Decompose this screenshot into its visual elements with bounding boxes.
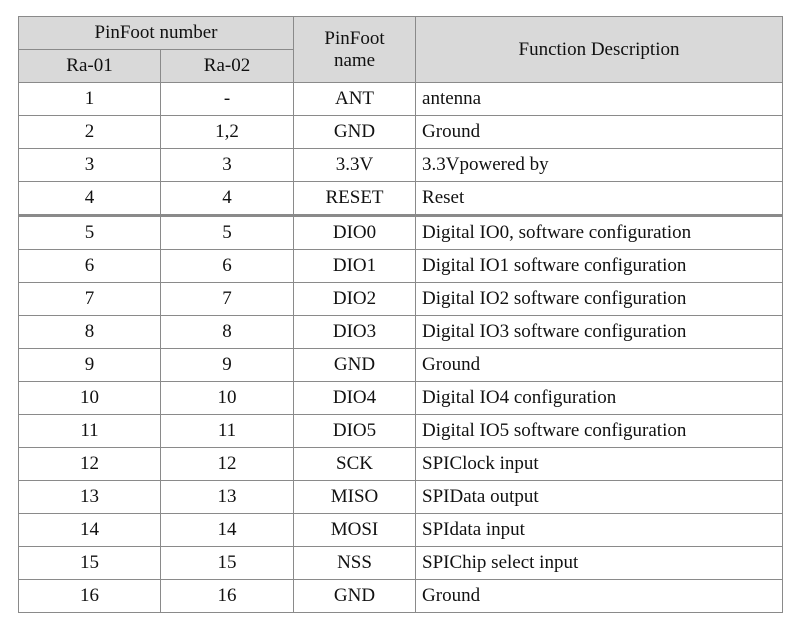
pin-name: MOSI xyxy=(293,513,417,547)
pin-name: RESET xyxy=(293,181,417,216)
function: Digital IO4 configuration xyxy=(415,381,784,415)
function: Digital IO2 software configuration xyxy=(415,282,784,316)
ra02-pin: 11 xyxy=(159,414,295,448)
table-row: 2 1,2 GND Ground xyxy=(18,115,784,149)
table-row: 15 15 NSS SPIChip select input xyxy=(18,546,784,580)
function: 3.3Vpowered by xyxy=(415,148,784,182)
table-row: 16 16 GND Ground xyxy=(18,579,784,613)
function: Digital IO5 software configuration xyxy=(415,414,784,448)
header-name: PinFoot name xyxy=(324,27,385,71)
table-row: 11 11 DIO5 Digital IO5 software configurati… xyxy=(18,414,784,448)
pin-table: PinFoot number PinFoot name Function Des… xyxy=(17,16,784,613)
table-row: 14 14 MOSI SPIdata input xyxy=(18,513,784,547)
ra02-pin: 14 xyxy=(159,513,295,547)
pin-name: NSS xyxy=(293,546,417,580)
pin-name: DIO3 xyxy=(293,315,417,349)
header-name-cell: PinFoot name xyxy=(293,16,417,83)
table-row: 10 10 DIO4 Digital IO4 configuration xyxy=(18,381,784,415)
ra02-pin: 5 xyxy=(159,214,295,250)
function: Digital IO3 software configuration xyxy=(415,315,784,349)
pin-name: DIO2 xyxy=(293,282,417,316)
ra02-pin: 4 xyxy=(159,181,295,216)
ra01-pin: 12 xyxy=(18,447,161,481)
table-row: 1- ANT antenna xyxy=(18,82,784,116)
ra02-pin: 13 xyxy=(159,480,295,514)
table-body: 1- ANT antenna 2 1,2 GND Ground 3 3 3.3V 3.3Vpower… xyxy=(18,82,784,613)
header-function: Function Description xyxy=(415,16,784,83)
function: antenna xyxy=(415,82,784,116)
pin-name: DIO4 xyxy=(293,381,417,415)
ra01-pin: 7 xyxy=(18,282,161,316)
table-row: 4 4 RESET Reset xyxy=(18,181,784,216)
ra01-pin: 14 xyxy=(18,513,161,547)
function: Ground xyxy=(415,579,784,613)
ra01-pin: 8 xyxy=(18,315,161,349)
ra01-pin: 2 xyxy=(18,115,161,149)
ra02-pin: 15 xyxy=(159,546,295,580)
ra01-pin: 9 xyxy=(18,348,161,382)
pin-name: MISO xyxy=(293,480,417,514)
function: SPIdata input xyxy=(415,513,784,547)
ra01-pin: 10 xyxy=(18,381,161,415)
ra01-pin: 1 xyxy=(18,82,161,116)
function: SPIChip select input xyxy=(415,546,784,580)
table-row: 6 6 DIO1 Digital IO1 software configuration xyxy=(18,249,784,283)
pin-name: GND xyxy=(293,579,417,613)
table-row: 5 5 DIO0 Digital IO0, software configuratio… xyxy=(18,214,784,250)
function: Reset xyxy=(415,181,784,216)
ra02-pin: 3 xyxy=(159,148,295,182)
pin-name: SCK xyxy=(293,447,417,481)
table-row: 13 13 MISO SPIData output xyxy=(18,480,784,514)
pin-name: DIO0 xyxy=(293,214,417,250)
ra02-pin: - xyxy=(159,82,295,116)
ra02-pin: 12 xyxy=(159,447,295,481)
ra01-pin: 16 xyxy=(18,579,161,613)
header-group: PinFoot number xyxy=(17,16,295,50)
ra02-pin: 8 xyxy=(159,315,295,349)
ra01-pin: 5 xyxy=(18,214,161,250)
ra02-pin: 1,2 xyxy=(159,115,295,149)
ra02-pin: 9 xyxy=(159,348,295,382)
table-row: 9 9 GND Ground xyxy=(18,348,784,382)
table-row: 7 7 DIO2 Digital IO2 software configuration xyxy=(18,282,784,316)
ra01-pin: 15 xyxy=(18,546,161,580)
ra02-pin: 16 xyxy=(159,579,295,613)
function: Ground xyxy=(415,115,784,149)
header-sub: Ra-01 xyxy=(18,49,161,83)
pin-name: GND xyxy=(293,115,417,149)
ra02-pin: 10 xyxy=(159,381,295,415)
function: SPIClock input xyxy=(415,447,784,481)
function: Digital IO1 software configuration xyxy=(415,249,784,283)
function: Ground xyxy=(415,348,784,382)
ra02-pin: 7 xyxy=(159,282,295,316)
pin-name: DIO5 xyxy=(293,414,417,448)
ra01-pin: 6 xyxy=(18,249,161,283)
function: Digital IO0, software configuration xyxy=(415,214,784,250)
table-row: 12 12 SCK SPIClock input xyxy=(18,447,784,481)
ra01-pin: 4 xyxy=(18,181,161,216)
table-row: 3 3 3.3V 3.3Vpowered by xyxy=(18,148,784,182)
table-row: 8 8 DIO3 Digital IO3 software configuration xyxy=(18,315,784,349)
ra01-pin: 11 xyxy=(18,414,161,448)
pin-name: 3.3V xyxy=(293,148,417,182)
ra01-pin: 13 xyxy=(18,480,161,514)
function: SPIData output xyxy=(415,480,784,514)
pin-name: DIO1 xyxy=(293,249,417,283)
ra02-pin: 6 xyxy=(159,249,295,283)
ra01-pin: 3 xyxy=(18,148,161,182)
pin-name: GND xyxy=(293,348,417,382)
pin-name: ANT xyxy=(293,82,417,116)
header-sub: Ra-02 xyxy=(159,49,295,83)
